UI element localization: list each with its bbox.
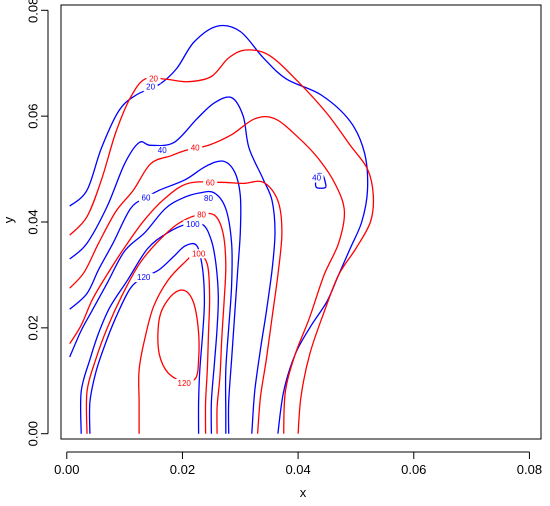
contour-label-bg xyxy=(139,193,154,203)
contour-line-blue-20 xyxy=(69,24,369,434)
x-tick-label: 0.08 xyxy=(517,462,542,477)
contour-label-bg xyxy=(134,273,154,283)
contour-label-bg xyxy=(143,82,158,92)
contour-label-bg xyxy=(174,378,194,388)
contour-line-red-20 xyxy=(69,49,375,434)
contour-line-red-40 xyxy=(69,115,346,434)
contour-label-bg xyxy=(155,146,170,156)
y-tick-label: 0.00 xyxy=(26,421,41,446)
contour-layer xyxy=(69,24,375,434)
plot-frame xyxy=(60,4,542,440)
contour-line-red-120 xyxy=(157,289,200,385)
y-tick-label: 0.06 xyxy=(26,103,41,128)
contour-label: 120 xyxy=(178,379,192,388)
contour-line-red-60 xyxy=(69,180,283,434)
y-tick-label: 0.04 xyxy=(26,209,41,234)
x-tick-label: 0.06 xyxy=(401,462,426,477)
contour-label-bg xyxy=(203,178,218,188)
x-axis: 0.00 0.02 0.04 0.06 0.08 xyxy=(54,451,542,477)
contour-label: 40 xyxy=(312,174,321,183)
contour-label: 20 xyxy=(146,83,155,92)
contour-label-bg xyxy=(189,249,209,259)
contour-label-bg xyxy=(194,210,209,220)
contour-label: 120 xyxy=(137,273,151,282)
y-axis-title: y xyxy=(1,216,16,223)
contour-label: 100 xyxy=(192,249,206,258)
x-tick-label: 0.04 xyxy=(285,462,310,477)
contour-label-bg xyxy=(188,143,203,153)
contour-line-blue-80 xyxy=(69,190,233,434)
x-axis-title: x xyxy=(300,485,307,500)
contour-label-bg xyxy=(201,194,216,204)
contour-line-blue-120 xyxy=(88,242,206,434)
y-axis: 0.00 0.02 0.04 0.06 0.08 xyxy=(26,0,49,446)
contour-line-red-80 xyxy=(85,212,227,434)
contour-label-bg xyxy=(183,220,203,230)
contour-label: 60 xyxy=(142,194,151,203)
contour-label-bg xyxy=(309,173,324,183)
y-tick-label: 0.02 xyxy=(26,315,41,340)
contour-label: 20 xyxy=(149,75,158,84)
contour-label-bg xyxy=(146,74,161,84)
contour-label: 80 xyxy=(204,194,213,203)
contour-label: 100 xyxy=(186,220,200,229)
y-tick-label: 0.08 xyxy=(26,0,41,23)
contour-line-blue-60 xyxy=(69,160,242,434)
contour-line-blue-40 xyxy=(69,96,276,434)
x-tick-label: 0.00 xyxy=(54,462,79,477)
x-tick-label: 0.02 xyxy=(170,462,195,477)
contour-label: 80 xyxy=(197,211,206,220)
contour-label: 60 xyxy=(206,178,215,187)
contour-label: 40 xyxy=(158,146,167,155)
contour-label: 40 xyxy=(191,143,200,152)
